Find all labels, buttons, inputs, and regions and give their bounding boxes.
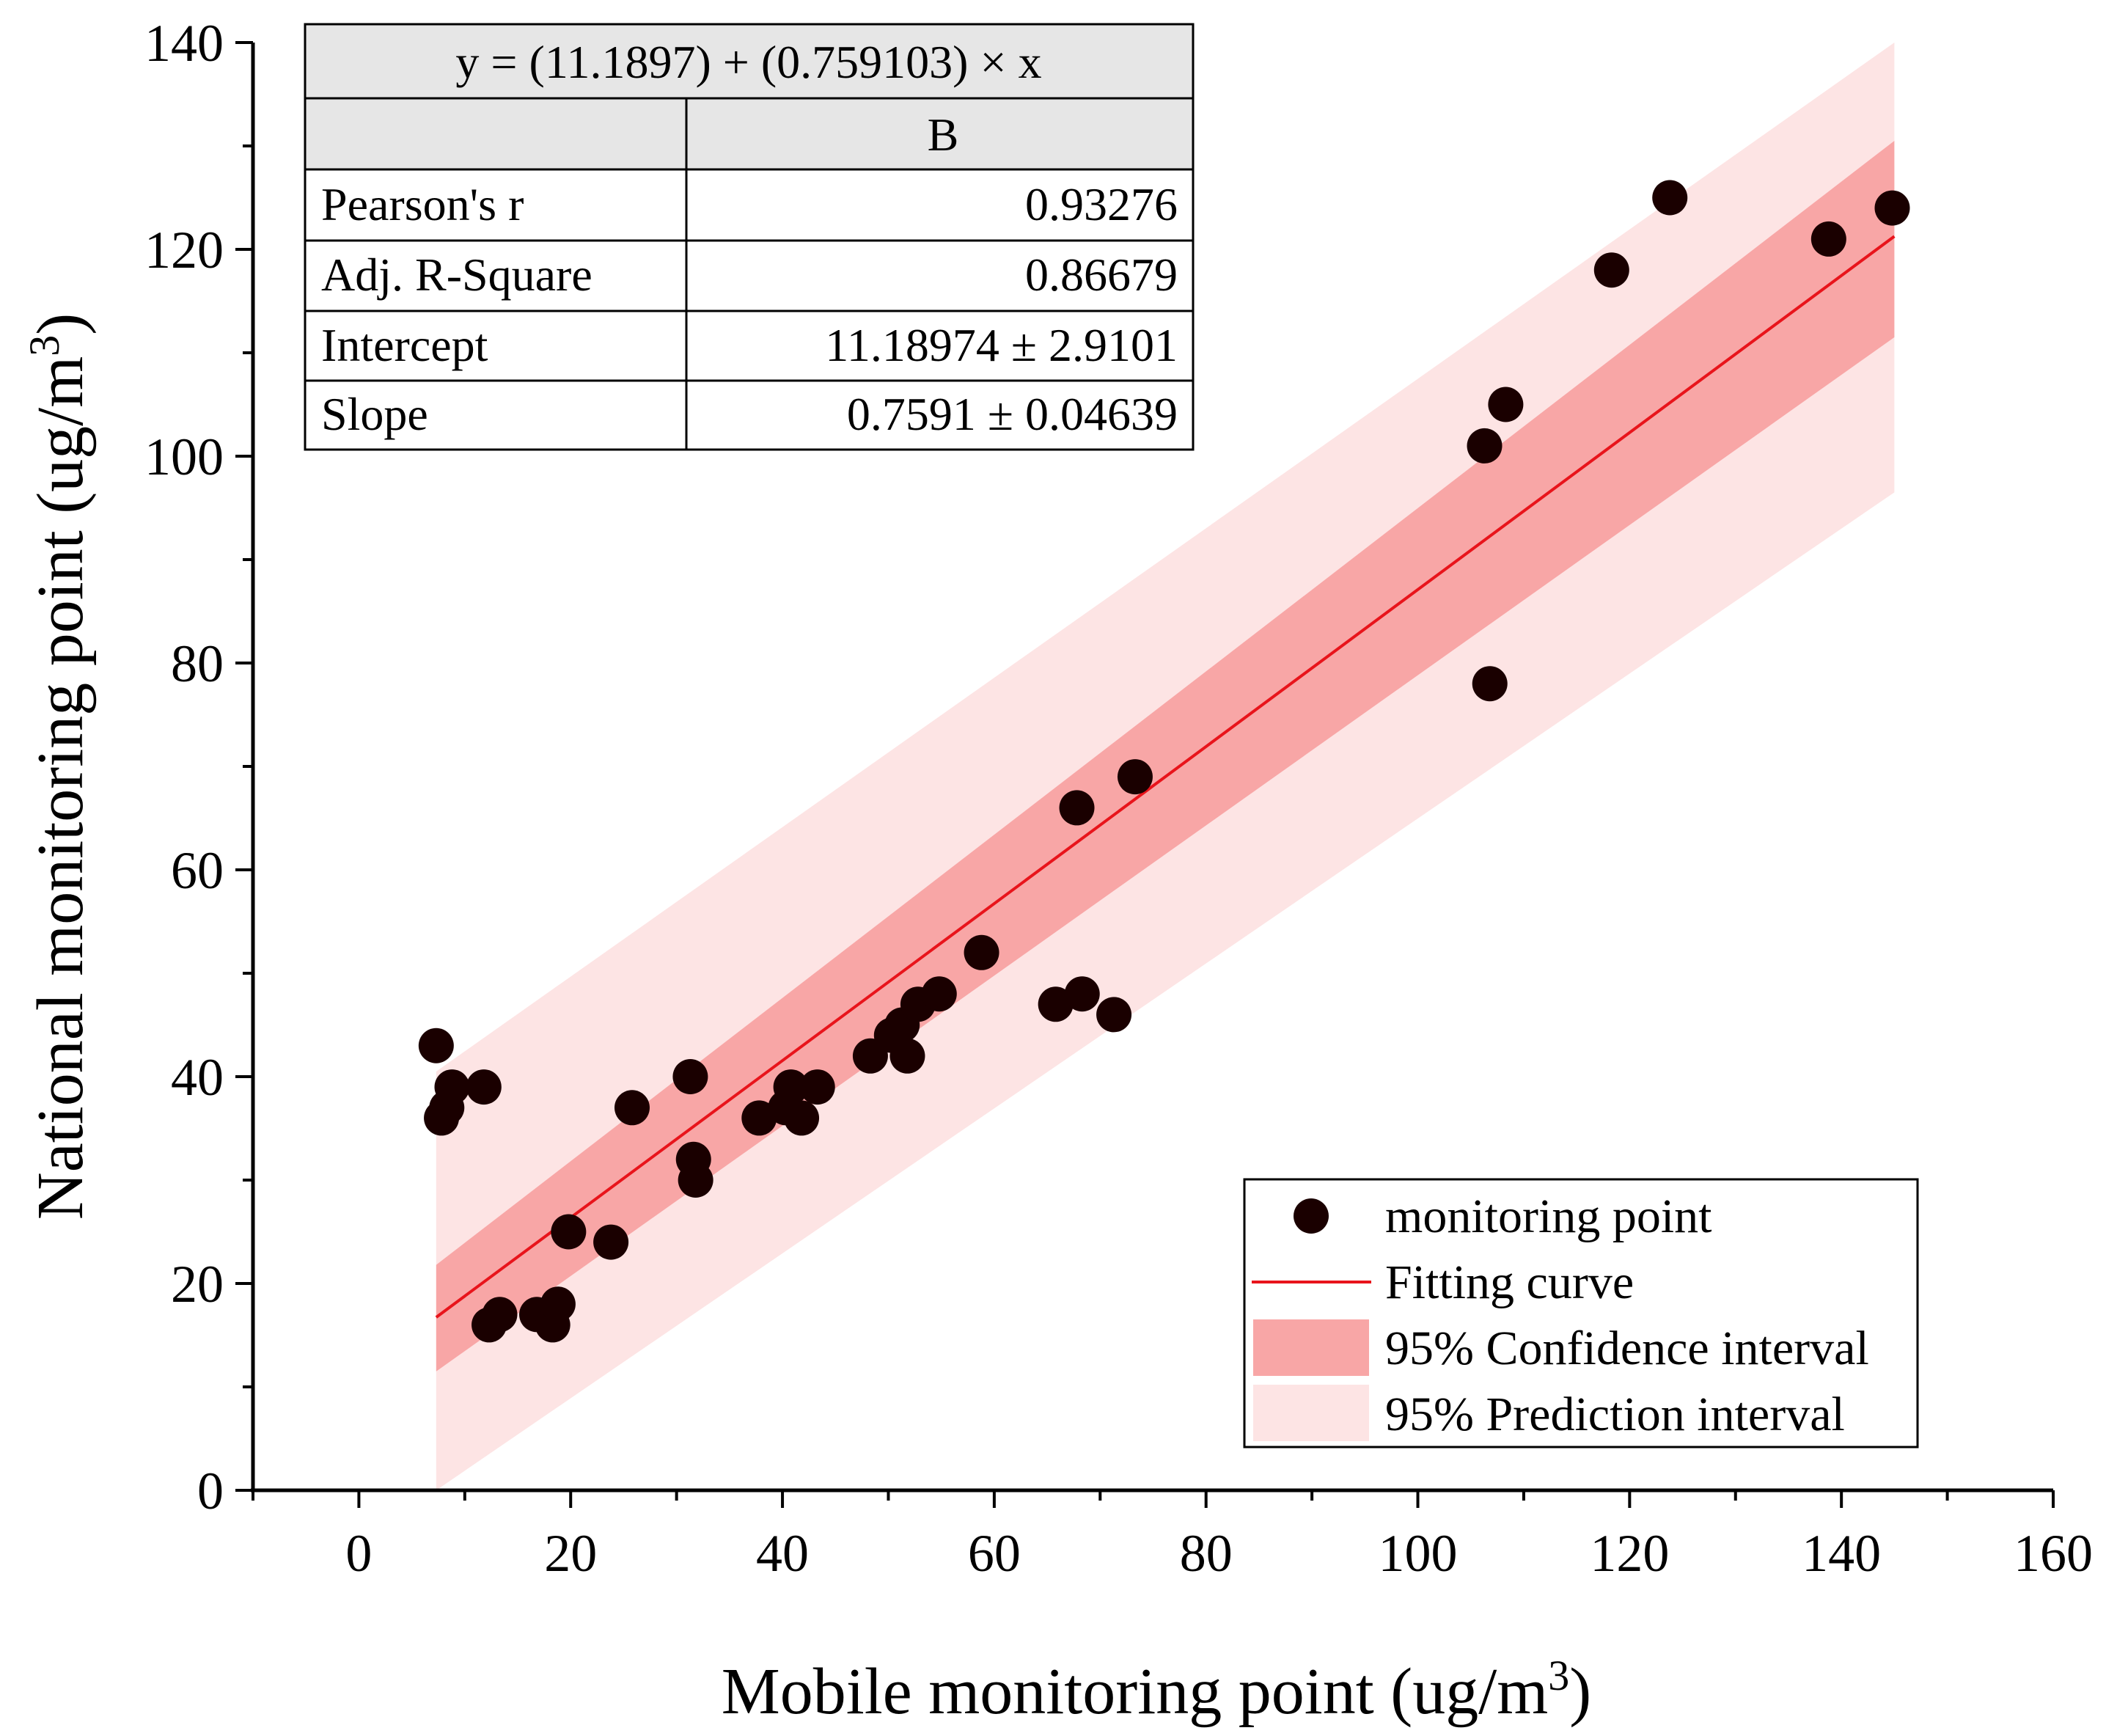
y-tick-label: 140 bbox=[144, 14, 224, 73]
data-point bbox=[1488, 387, 1524, 422]
stats-column-header: B bbox=[928, 109, 959, 161]
tick-labels: 0 20 40 60 80 100 120 140 160 0 20 40 60 80 100 120 140 bbox=[144, 14, 2093, 1583]
data-point bbox=[1096, 997, 1132, 1033]
data-point bbox=[1652, 180, 1688, 216]
data-point bbox=[434, 1069, 470, 1105]
y-axis-title-superscript: 3 bbox=[21, 335, 68, 356]
y-tick-label: 0 bbox=[197, 1462, 224, 1520]
legend-marker-points bbox=[1294, 1198, 1329, 1234]
stats-value-r-square: 0.86679 bbox=[1025, 249, 1178, 301]
legend-marker-confidence bbox=[1253, 1319, 1369, 1376]
x-axis-title-text: Mobile monitoring point (ug/m bbox=[722, 1655, 1548, 1728]
stats-label-slope: Slope bbox=[321, 388, 428, 440]
x-tick-label: 160 bbox=[2014, 1524, 2093, 1583]
data-point bbox=[614, 1090, 650, 1126]
stats-value-intercept: 11.18974 ± 2.9101 bbox=[825, 319, 1178, 371]
data-point bbox=[672, 1059, 708, 1094]
data-point bbox=[964, 934, 999, 970]
fitting-curve bbox=[435, 235, 1896, 1319]
y-tick-label: 60 bbox=[171, 841, 224, 900]
x-tick-label: 0 bbox=[345, 1524, 372, 1583]
stats-label-pearson: Pearson's r bbox=[321, 178, 524, 230]
data-point bbox=[593, 1224, 629, 1260]
legend-label-points: monitoring point bbox=[1385, 1190, 1712, 1243]
y-axis-title: National monitoring point (ug/m3) bbox=[21, 313, 98, 1220]
x-tick-label: 140 bbox=[1802, 1524, 1881, 1583]
y-tick-label: 100 bbox=[144, 428, 224, 486]
stats-header-bg bbox=[305, 24, 1193, 169]
y-tick-label: 80 bbox=[171, 634, 224, 693]
data-point bbox=[1810, 221, 1846, 257]
y-axis-title-close: ) bbox=[24, 313, 97, 335]
x-tick-label: 20 bbox=[544, 1524, 597, 1583]
data-point bbox=[1874, 190, 1910, 226]
y-axis-title-text: National monitoring point (ug/m bbox=[24, 356, 97, 1220]
x-tick-label: 100 bbox=[1379, 1524, 1458, 1583]
data-point bbox=[773, 1069, 809, 1105]
x-axis-title-close: ) bbox=[1569, 1655, 1591, 1728]
stats-table-border bbox=[304, 23, 1195, 451]
x-tick-label: 60 bbox=[968, 1524, 1021, 1583]
data-points bbox=[418, 180, 1910, 1343]
x-tick-label: 40 bbox=[756, 1524, 809, 1583]
stats-equation: y = (11.1897) + (0.759103) × x bbox=[455, 36, 1041, 88]
data-point bbox=[466, 1069, 502, 1105]
legend-label-fit: Fitting curve bbox=[1385, 1256, 1634, 1309]
data-point bbox=[1472, 666, 1508, 702]
data-point bbox=[1059, 790, 1095, 826]
data-point bbox=[889, 1038, 925, 1074]
data-point bbox=[540, 1286, 576, 1322]
y-tick-label: 20 bbox=[171, 1255, 224, 1314]
x-axis-title: Mobile monitoring point (ug/m3) bbox=[722, 1652, 1591, 1729]
stats-value-slope: 0.7591 ± 0.04639 bbox=[847, 388, 1178, 440]
data-point bbox=[799, 1069, 835, 1105]
legend: monitoring point Fitting curve 95% Confi… bbox=[1243, 1178, 1919, 1449]
stats-label-intercept: Intercept bbox=[321, 319, 488, 371]
data-point bbox=[1467, 428, 1503, 464]
stats-label-r-square: Adj. R-Square bbox=[321, 249, 592, 301]
data-point bbox=[551, 1214, 587, 1250]
x-axis-title-superscript: 3 bbox=[1548, 1652, 1569, 1699]
legend-label-prediction: 95% Prediction interval bbox=[1385, 1388, 1845, 1441]
confidence-band bbox=[436, 140, 1895, 1371]
data-point bbox=[1064, 976, 1100, 1012]
data-point bbox=[1593, 252, 1629, 288]
y-tick-label: 40 bbox=[171, 1048, 224, 1107]
data-point bbox=[1038, 986, 1074, 1022]
data-point bbox=[1117, 759, 1153, 795]
legend-marker-prediction bbox=[1253, 1385, 1369, 1441]
data-point bbox=[784, 1100, 820, 1136]
data-point bbox=[418, 1028, 454, 1063]
x-tick-label: 80 bbox=[1180, 1524, 1233, 1583]
data-point bbox=[741, 1100, 777, 1136]
stats-table: y = (11.1897) + (0.759103) × x B Pearson… bbox=[304, 23, 1195, 451]
x-tick-label: 120 bbox=[1590, 1524, 1669, 1583]
data-point bbox=[482, 1297, 518, 1333]
stats-value-pearson: 0.93276 bbox=[1025, 178, 1178, 230]
ticks bbox=[235, 41, 2055, 1508]
y-tick-label: 120 bbox=[144, 221, 224, 279]
legend-label-confidence: 95% Confidence interval bbox=[1385, 1322, 1869, 1375]
data-point bbox=[678, 1162, 713, 1198]
data-point bbox=[921, 976, 957, 1012]
